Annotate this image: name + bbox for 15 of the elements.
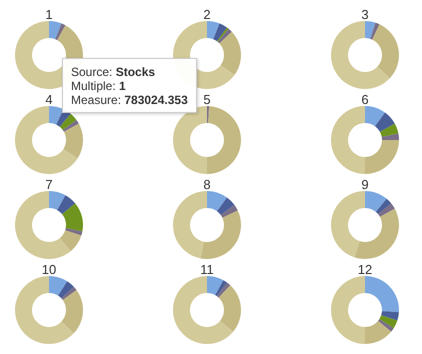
- text: Multiple: 1: [71, 79, 127, 93]
- chart-title: 11: [200, 262, 214, 277]
- chart-title: 9: [361, 177, 369, 192]
- text: Measure: 783024.353: [71, 93, 188, 107]
- chart-title: 7: [45, 177, 53, 192]
- chart-title: 8: [203, 177, 211, 192]
- chart-title: 12: [358, 262, 372, 277]
- chart-title: 10: [42, 262, 56, 277]
- source-note: Source: Stocks: [71, 65, 156, 79]
- chart-title: 5: [203, 92, 211, 107]
- chart-title: 4: [45, 92, 53, 107]
- chart-title: 6: [361, 92, 369, 107]
- chart-title: 3: [361, 7, 369, 22]
- chart-title: 1: [45, 7, 53, 22]
- chart-title: 2: [203, 7, 211, 22]
